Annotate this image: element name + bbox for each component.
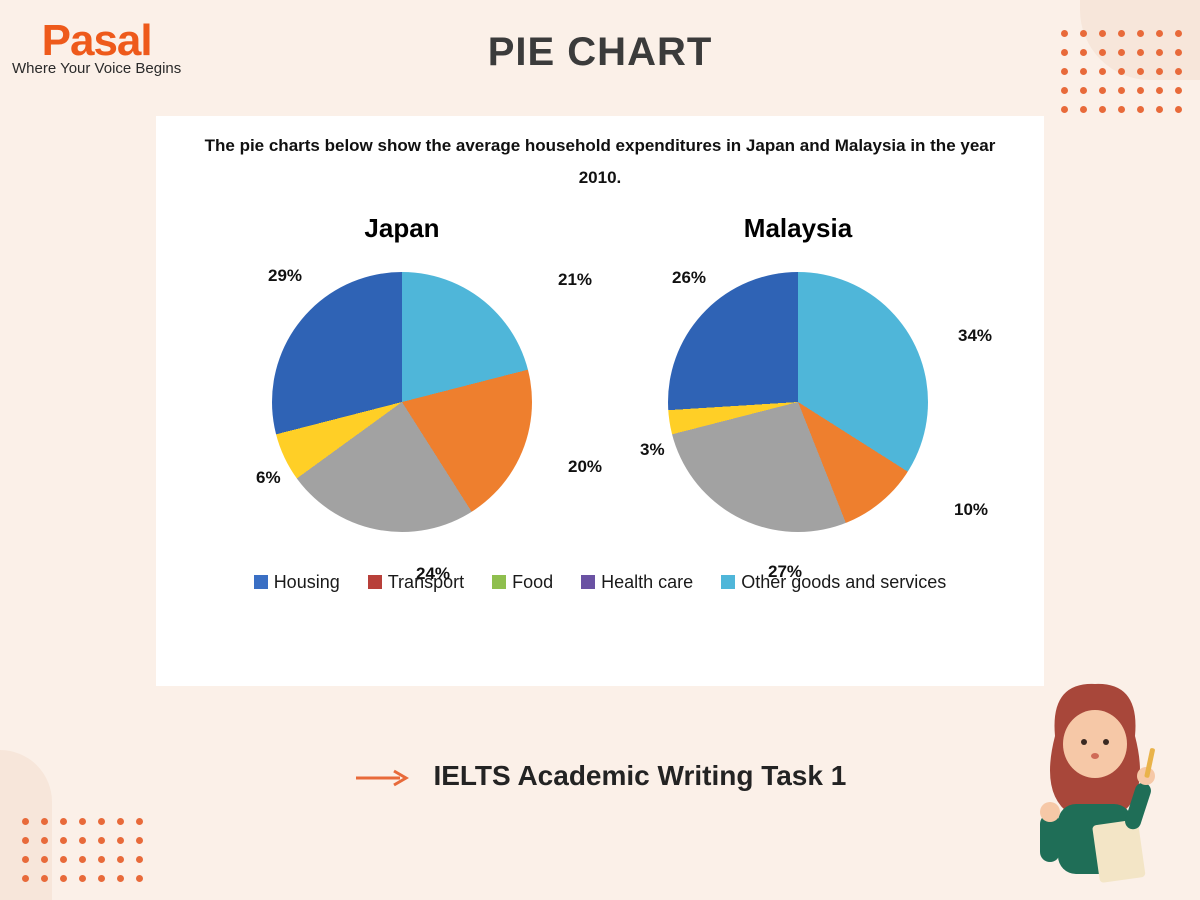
legend-item: Housing xyxy=(254,572,340,593)
pie-japan-canvas xyxy=(272,272,532,532)
legend-label: Health care xyxy=(601,572,693,593)
pie-malaysia-title: Malaysia xyxy=(600,213,996,244)
legend-swatch xyxy=(581,575,595,589)
chart-caption: The pie charts below show the average ho… xyxy=(184,130,1016,195)
legend-swatch xyxy=(254,575,268,589)
legend-item: Other goods and services xyxy=(721,572,946,593)
chart-card: The pie charts below show the average ho… xyxy=(156,116,1044,686)
slice-label: 24% xyxy=(416,564,450,584)
slice-label: 6% xyxy=(256,468,281,488)
legend-label: Housing xyxy=(274,572,340,593)
legend-item: Health care xyxy=(581,572,693,593)
slice-label: 26% xyxy=(672,268,706,288)
legend: HousingTransportFoodHealth careOther goo… xyxy=(184,572,1016,593)
slice-label: 20% xyxy=(568,457,602,477)
pie-malaysia-canvas xyxy=(668,272,928,532)
slice-label: 3% xyxy=(640,440,665,460)
slice-label: 10% xyxy=(954,500,988,520)
slice-label: 34% xyxy=(958,326,992,346)
slice-label: 29% xyxy=(268,266,302,286)
legend-swatch xyxy=(492,575,506,589)
footer-text: IELTS Academic Writing Task 1 xyxy=(433,760,846,791)
arrow-icon xyxy=(354,769,410,787)
pie-japan-title: Japan xyxy=(204,213,600,244)
pie-malaysia: Malaysia 34%10%27%3%26% xyxy=(600,213,996,542)
slice-label: 27% xyxy=(768,562,802,582)
pies-row: Japan 21%20%24%6%29% Malaysia 34%10%27%3… xyxy=(184,213,1016,542)
slice-label: 21% xyxy=(558,270,592,290)
page-title: PIE CHART xyxy=(0,30,1200,75)
character-illustration xyxy=(1000,664,1190,894)
legend-swatch xyxy=(368,575,382,589)
pie-japan-wrap: 21%20%24%6%29% xyxy=(262,262,542,542)
legend-swatch xyxy=(721,575,735,589)
legend-label: Food xyxy=(512,572,553,593)
dot-grid-bottom-left xyxy=(22,818,143,882)
pie-malaysia-wrap: 34%10%27%3%26% xyxy=(658,262,938,542)
pie-japan: Japan 21%20%24%6%29% xyxy=(204,213,600,542)
legend-item: Food xyxy=(492,572,553,593)
